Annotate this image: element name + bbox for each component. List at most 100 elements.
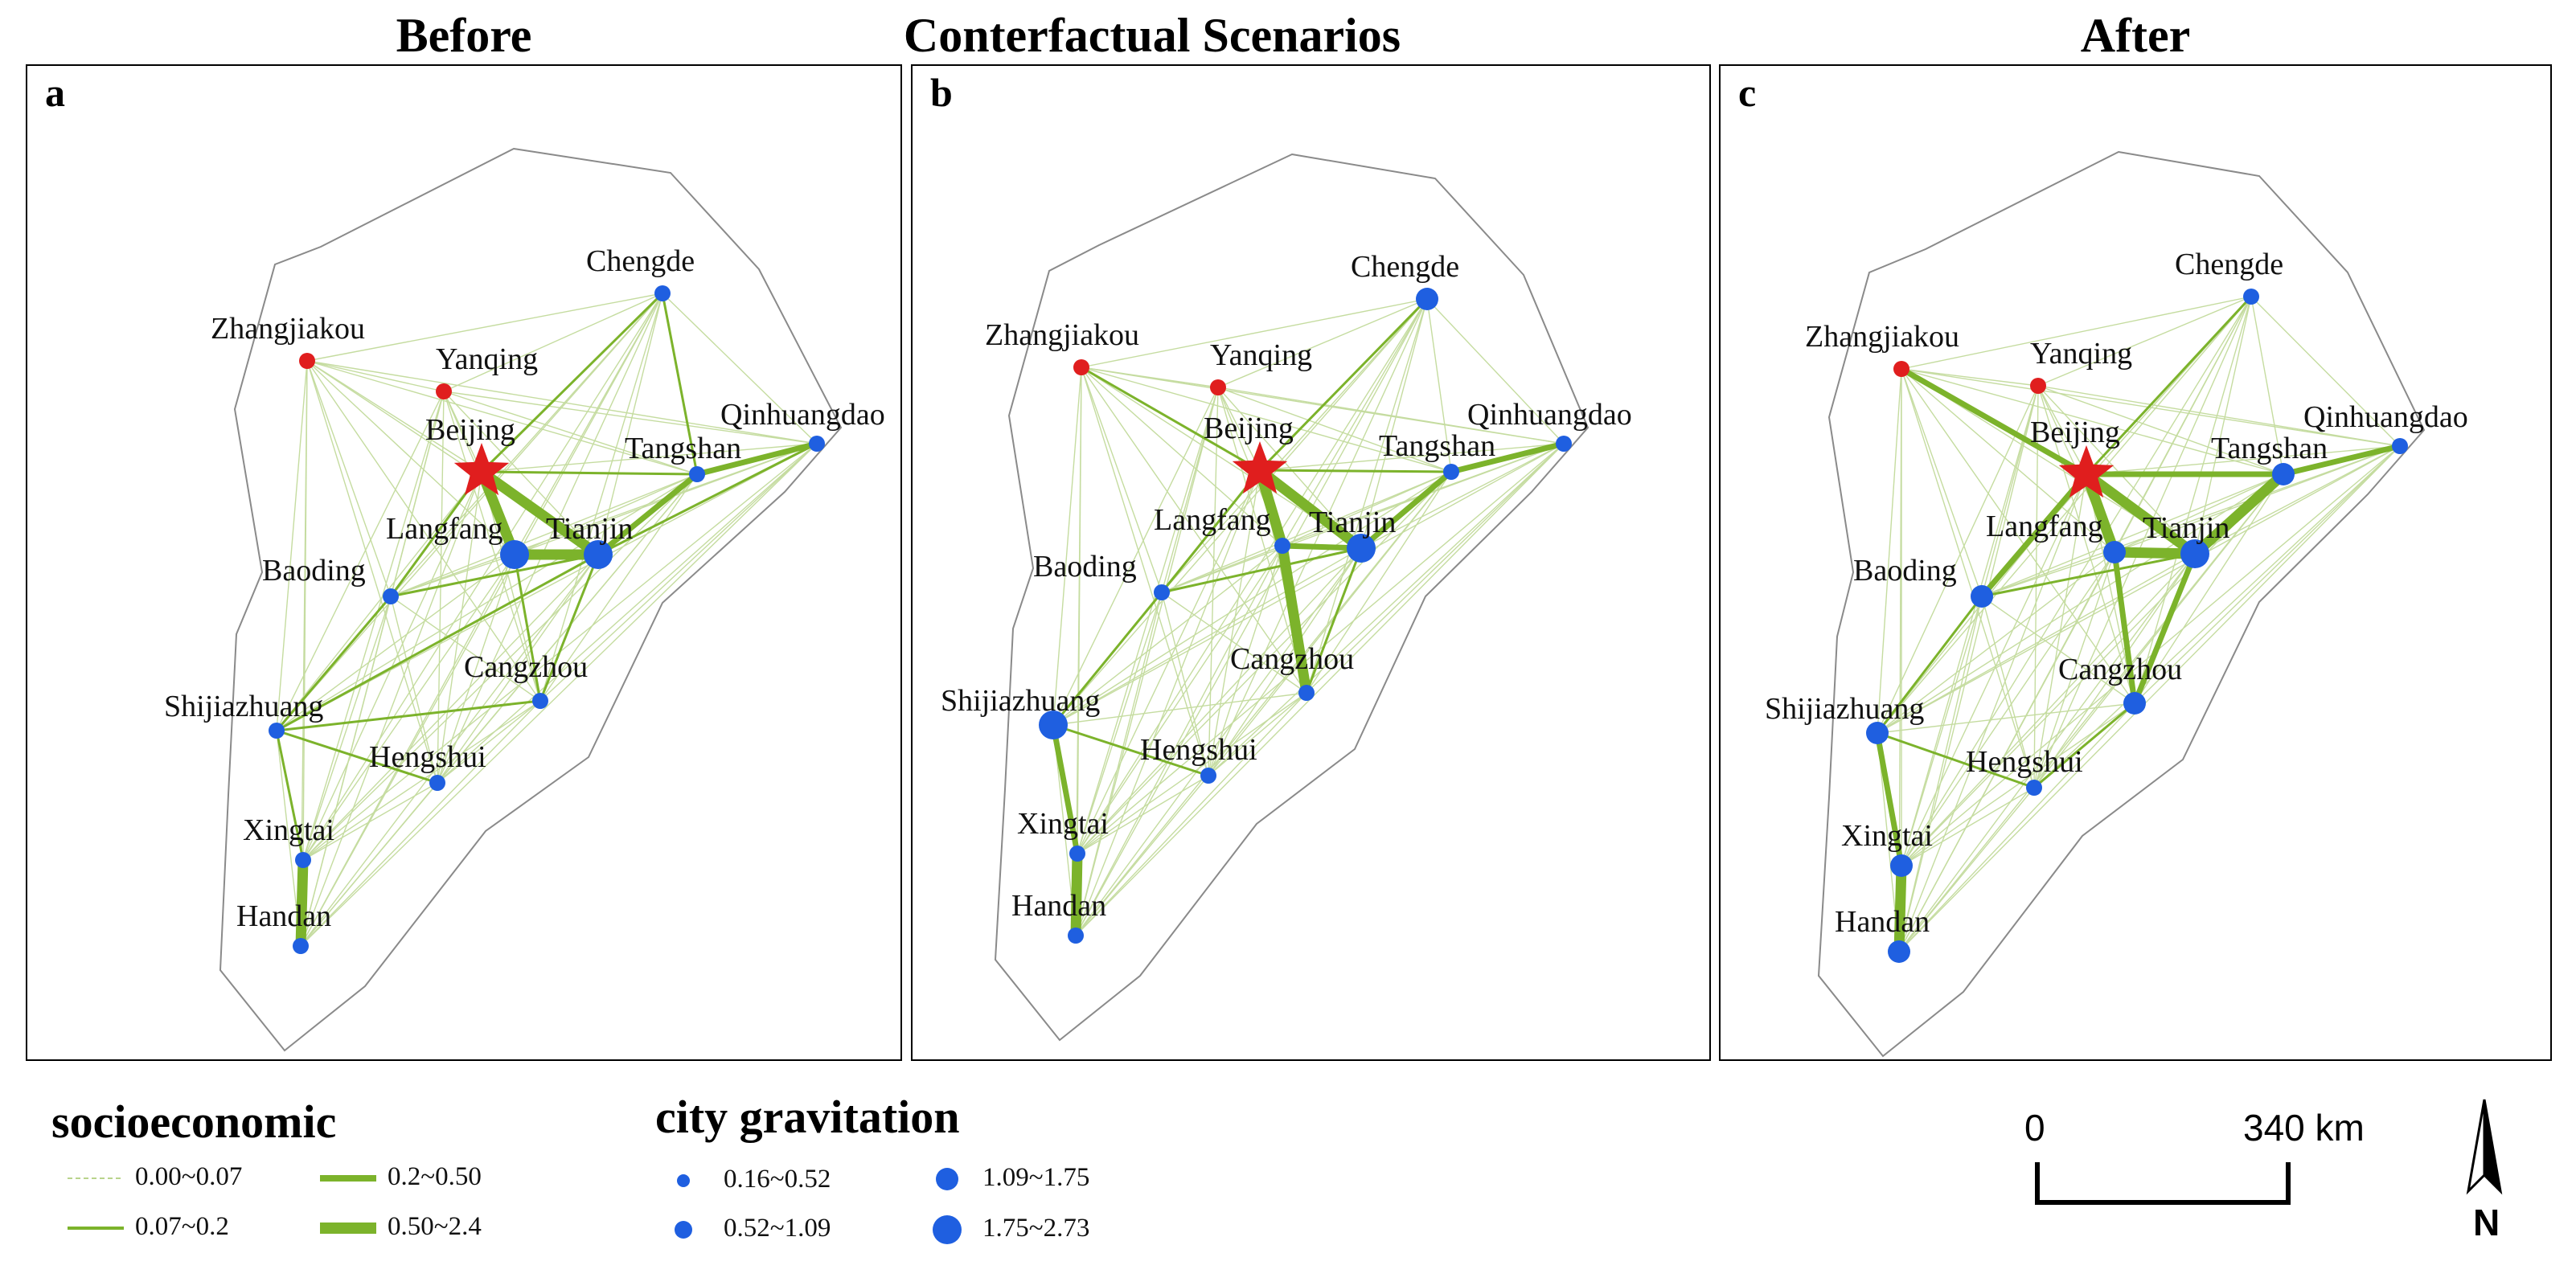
weak-link: [300, 782, 438, 947]
weak-link: [302, 554, 599, 861]
weak-link: [1877, 473, 2284, 734]
weak-link: [1981, 596, 2035, 788]
map-canvas: Beijing Tianjin Langfang Chengde Zhangjiakou…: [941, 153, 1632, 1042]
city-label-beijing: Beijing: [1204, 412, 1294, 445]
map-panel-c: Beijing Tianjin Langfang Chengde Zhangjiakou…: [1719, 64, 2552, 1061]
city-marker-chengde: [1416, 288, 1438, 310]
weak-link: [1898, 702, 2135, 952]
link-baoding-shijiazhuang: [1876, 595, 1983, 735]
link-beijing-tianjin: [2081, 469, 2201, 559]
scalebar-start: 0: [2024, 1107, 2045, 1149]
city-label-hengshui: Hengshui: [1966, 745, 2083, 779]
weak-link: [1360, 443, 1565, 549]
city-label-cangzhou: Cangzhou: [1230, 642, 1354, 676]
city-label-xingtai: Xingtai: [1017, 807, 1109, 841]
weak-link: [2037, 385, 2087, 475]
panel-b-title: Conterfactual Scenarios: [903, 9, 1401, 62]
weak-link: [1217, 387, 1261, 471]
weak-link: [1161, 471, 1452, 593]
city-marker-tangshan: [1443, 464, 1459, 480]
weak-link: [276, 443, 818, 731]
link-tangshan-qinhuangdao: [1448, 440, 1567, 475]
city-marker-cangzhou: [532, 693, 548, 709]
weak-link: [1077, 545, 1283, 854]
weak-link: [437, 443, 818, 784]
weak-link: [1877, 702, 2135, 734]
legend-socioeconomic-swatches: [68, 1175, 376, 1234]
weak-links: [1877, 296, 2401, 952]
weak-link: [1901, 702, 2135, 866]
city-marker-qinhuangdao: [2392, 438, 2408, 454]
weak-link: [1075, 545, 1283, 936]
weak-link: [302, 596, 392, 861]
city-label-beijing: Beijing: [425, 413, 515, 447]
city-marker-hengshui: [1200, 768, 1216, 784]
weak-link: [300, 700, 541, 947]
legend-dot-3: [936, 1168, 958, 1190]
link-shijiazhuang-hengshui: [1876, 731, 2036, 789]
link-beijing-chengde: [1258, 297, 1429, 472]
city-marker-tianjin: [584, 540, 613, 569]
link-tangshan-qinhuangdao: [694, 440, 820, 477]
weak-link: [1877, 368, 1902, 734]
link-tianjin-shijiazhuang: [275, 553, 600, 732]
weak-link: [2037, 296, 2252, 387]
panel-c-title: After: [2080, 9, 2191, 62]
weak-link: [1981, 596, 2135, 704]
link-beijing-baoding: [1979, 471, 2090, 600]
city-label-beijing: Beijing: [2030, 416, 2120, 449]
weak-link: [1259, 443, 1565, 471]
city-marker-chengde: [654, 285, 671, 301]
weak-link: [1077, 387, 1219, 854]
weak-link: [1981, 445, 2401, 597]
city-label-xingtai: Xingtai: [1841, 819, 1933, 853]
link-chengde-tangshan: [661, 292, 699, 476]
city-label-langfang: Langfang: [1986, 510, 2103, 543]
weak-link: [1901, 368, 2135, 704]
link-baoding-shijiazhuang: [275, 595, 392, 732]
city-label-tangshan: Tangshan: [625, 432, 741, 465]
weak-link: [1901, 368, 1983, 597]
weak-link: [1075, 592, 1163, 936]
weak-link: [1081, 367, 1163, 593]
city-marker-langfang: [500, 540, 529, 569]
weak-link: [1052, 387, 1219, 726]
legend-socio-4: 0.50~2.4: [388, 1212, 482, 1241]
city-label-tangshan: Tangshan: [2211, 432, 2328, 465]
city-marker-yanqing: [2030, 378, 2046, 394]
city-marker-yanqing: [1210, 379, 1226, 395]
city-marker-zhangjiakou: [1073, 359, 1089, 375]
link-langfang-cangzhou: [513, 553, 542, 702]
weak-link: [2134, 445, 2401, 704]
weak-link: [306, 293, 663, 362]
link-beijing-zhangjiakou: [1080, 366, 1261, 472]
weak-link: [390, 443, 818, 597]
city-marker-xingtai: [295, 852, 311, 868]
city-marker-langfang: [2103, 541, 2126, 563]
weak-link: [1901, 296, 2252, 866]
weak-link: [1052, 692, 1307, 726]
weak-link: [539, 443, 818, 702]
weak-link: [306, 360, 698, 475]
city-marker-hengshui: [429, 775, 445, 791]
weak-link: [1426, 298, 1452, 473]
weak-link: [1081, 367, 1307, 694]
region-boundary: [1817, 150, 2426, 1058]
weak-link: [1901, 296, 2252, 370]
weak-link: [2086, 473, 2135, 704]
city-marker-chengde: [2243, 289, 2259, 305]
city-marker-handan: [1888, 940, 1910, 963]
weak-link: [1077, 443, 1565, 854]
region-boundary: [219, 147, 843, 1052]
weak-link: [437, 293, 663, 784]
city-label-baoding: Baoding: [262, 554, 366, 588]
link-shijiazhuang-xingtai: [1050, 722, 1081, 857]
weak-link: [306, 360, 438, 784]
weak-link: [443, 391, 698, 475]
weak-link: [1052, 367, 1082, 726]
weak-link: [1901, 368, 2284, 475]
weak-link: [2037, 385, 2401, 447]
link-tianjin-cangzhou: [539, 553, 600, 702]
city-marker-yanqing: [436, 383, 452, 399]
weak-link: [1877, 445, 2401, 734]
